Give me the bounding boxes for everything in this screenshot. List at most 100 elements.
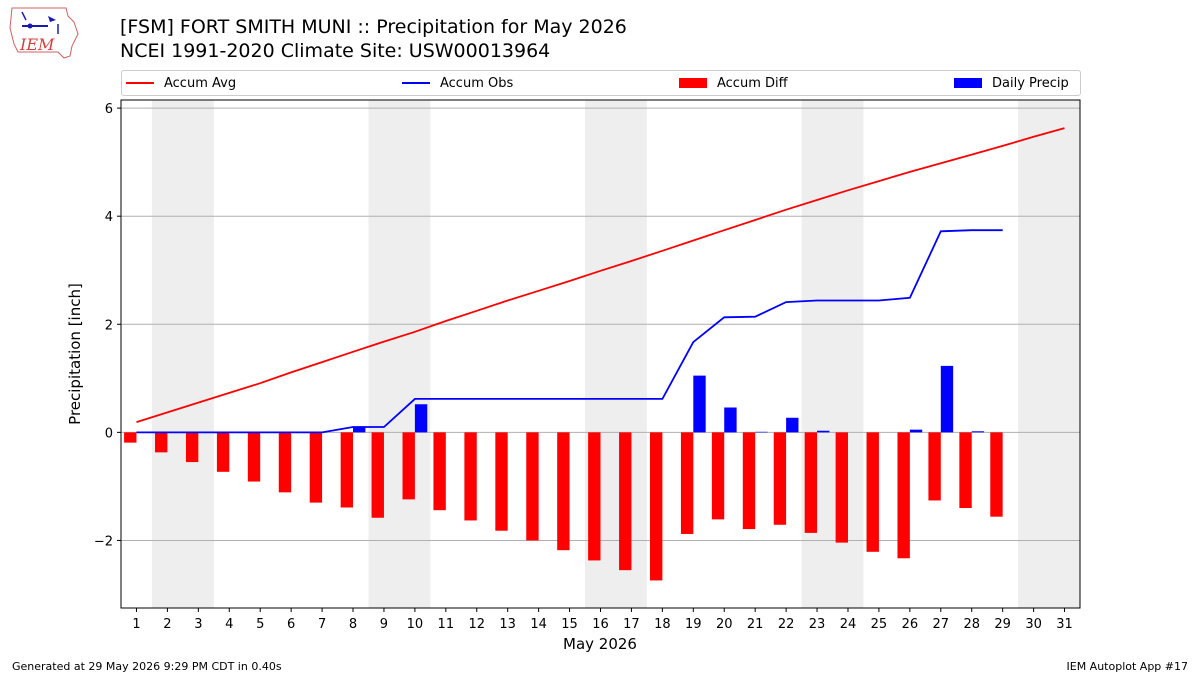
x-tick-label: 16 [592,617,609,632]
accum-diff-bar [340,432,354,508]
weekend-band-1 [151,100,214,608]
x-tick-label: 8 [349,617,357,632]
svg-text:IEM: IEM [19,35,55,54]
x-tick-label: 29 [994,617,1011,632]
accum-diff-bar [928,432,941,501]
legend-label-accum-diff: Accum Diff [717,75,788,91]
legend-item-accum-avg: Accum Avg [126,71,236,95]
daily-precip-bar [971,431,985,433]
accum-diff-bar [588,432,601,561]
line-series [136,127,1065,434]
accum-diff-bar [278,432,292,493]
y-axis-label: Precipitation [inch] [66,283,84,425]
x-tick-label: 15 [561,617,578,632]
accum-diff-bar [402,432,415,500]
x-tick-label: 13 [499,617,516,632]
daily-precip-bar [940,365,954,433]
daily-precip-bar [817,430,830,433]
accum-diff-bar [557,432,570,551]
legend-item-accum-obs: Accum Obs [402,71,513,95]
legend-label-accum-avg: Accum Avg [164,75,237,91]
accum-diff-bar [649,432,663,581]
accum-diff-bar [309,432,323,503]
legend-item-accum-diff: Accum Diff [679,71,788,95]
accum-diff-bar [742,432,756,530]
accum-diff-bar [866,432,879,552]
legend-swatch-daily-precip [954,78,982,88]
y-tick-label: 2 [105,318,113,333]
accum-diff-bar [371,432,384,518]
accum-diff-bar [990,432,1003,517]
x-tick-label: 1 [132,617,140,632]
daily-precip-bar [724,407,737,433]
legend-label-accum-obs: Accum Obs [440,75,514,91]
legend-swatch-accum-diff [679,78,707,88]
x-tick-label: 2 [163,617,171,632]
x-tick-label: 22 [778,617,795,632]
legend-label-daily-precip: Daily Precip [992,75,1069,91]
accum-diff-bar [155,432,168,453]
x-tick-label: 20 [716,617,733,632]
accum-diff-bar [247,432,261,482]
x-tick-label: 7 [318,617,326,632]
x-tick-label: 30 [1025,617,1042,632]
accum-diff-bar [433,432,446,511]
x-tick-label: 4 [225,617,233,632]
x-tick-label: 19 [685,617,702,632]
accum-diff-bar [619,432,632,571]
accum-diff-bar [464,432,477,521]
bar-series [124,365,1003,581]
x-tick-label: 21 [747,617,764,632]
accum-diff-bar [495,432,508,531]
generated-timestamp: Generated at 29 May 2026 9:29 PM CDT in … [12,660,282,673]
iem-logo: IEM [9,7,79,59]
x-tick-label: 10 [407,617,424,632]
x-tick-label: 25 [871,617,888,632]
daily-precip-bar [353,426,366,433]
daily-precip-bar [786,417,799,433]
legend-item-daily-precip: Daily Precip [954,71,1069,95]
y-tick-label: −2 [94,534,113,549]
y-tick-label: 6 [105,102,113,117]
x-tick-label: 3 [194,617,202,632]
x-tick-label: 23 [809,617,826,632]
weekend-shading [151,100,1080,608]
chart-legend: Accum Avg Accum Obs Accum Diff Daily Pre… [121,70,1081,96]
y-tick-label: 4 [105,210,113,225]
accum-diff-bar [835,432,848,543]
daily-precip-bar [909,429,923,433]
accum-diff-bar [680,432,694,534]
x-tick-label: 11 [438,617,455,632]
legend-swatch-accum-avg [126,82,154,84]
legend-swatch-accum-obs [402,82,430,84]
y-tick-label: 0 [105,426,113,441]
accum-diff-bar [773,432,787,525]
x-tick-label: 12 [468,617,485,632]
x-tick-label: 24 [840,617,857,632]
x-tick-label: 17 [623,617,640,632]
accum-diff-bar [124,432,137,443]
app-credit: IEM Autoplot App #17 [1066,660,1189,673]
chart-subtitle: NCEI 1991-2020 Climate Site: USW00013964 [120,40,551,62]
x-tick-label: 27 [933,617,950,632]
accum-diff-bar [526,432,539,541]
x-tick-label: 9 [380,617,388,632]
accum-diff-bar [959,432,972,509]
accum-diff-bar [897,432,910,559]
daily-precip-bar [693,375,706,433]
daily-precip-bar [755,431,768,433]
accum-obs-line [136,229,1003,434]
accum-diff-bar [711,432,725,520]
weekend-band-5 [1018,100,1080,608]
accum-diff-bar [216,432,230,472]
accum-diff-bar [804,432,818,533]
accum-diff-bar [185,432,199,463]
x-tick-label: 31 [1056,617,1073,632]
accum-avg-line [136,127,1065,423]
x-tick-label: 26 [902,617,919,632]
chart-title: [FSM] FORT SMITH MUNI :: Precipitation f… [120,16,627,38]
x-tick-label: 18 [654,617,671,632]
x-tick-label: 14 [530,617,547,632]
x-tick-label: 5 [256,617,264,632]
